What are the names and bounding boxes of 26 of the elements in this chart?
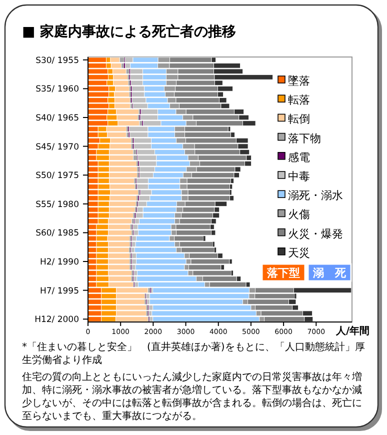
y-tick-label: S40/ 1965 xyxy=(36,113,79,124)
legend-label: 火災・爆発 xyxy=(288,227,343,240)
y-tick-label: S50/ 1975 xyxy=(36,171,79,182)
annotation: 落下型 xyxy=(266,266,300,280)
text: 住宅の質の向上とともにいったん減少した家庭内での日常災害事故は年々増加、特に溺死・溺水事故の被害者が急増している。落下型事故もなかなか減少しないが、その中には転落と転倒事故が含まれる。転倒の場合は、死亡に至らないまでも、重大事故につながる。 xyxy=(22,371,362,422)
chart-title: ■ 家庭内事故による死亡者の推移 xyxy=(22,23,236,40)
annotation: 溺 死 xyxy=(312,266,347,280)
y-tick-label: S60/ 1985 xyxy=(36,228,79,239)
y-tick-label: S45/ 1970 xyxy=(36,142,79,152)
legend-label: 転倒 xyxy=(288,112,310,126)
x-axis-title: 人/年間 xyxy=(335,325,370,337)
legend-label: 転落 xyxy=(288,94,310,107)
y-tick-label: S55/ 1980 xyxy=(36,200,79,210)
y-tick-label: S35/ 1960 xyxy=(36,84,79,95)
legend-label: 天災 xyxy=(288,246,310,260)
legend-label: 落下物 xyxy=(288,132,321,145)
y-tick-label: H12/ 2000 xyxy=(34,315,79,326)
y-tick-label: S30/ 1955 xyxy=(36,56,79,66)
y-tick-label: H7/ 1995 xyxy=(40,286,79,296)
legend-label: 火傷 xyxy=(288,208,310,222)
text: *「住まいの暮しと安全」 (直井英雄ほか著)をもとに、「人口動態統計」厚生労働省より作成 xyxy=(22,341,365,366)
y-tick-label: H2/ 1990 xyxy=(40,258,79,268)
legend-label: 墜落 xyxy=(288,74,310,88)
legend-label: 溺死・溺水 xyxy=(288,189,343,202)
legend-label: 中毒 xyxy=(288,170,310,183)
legend-label: 感電 xyxy=(288,150,310,164)
